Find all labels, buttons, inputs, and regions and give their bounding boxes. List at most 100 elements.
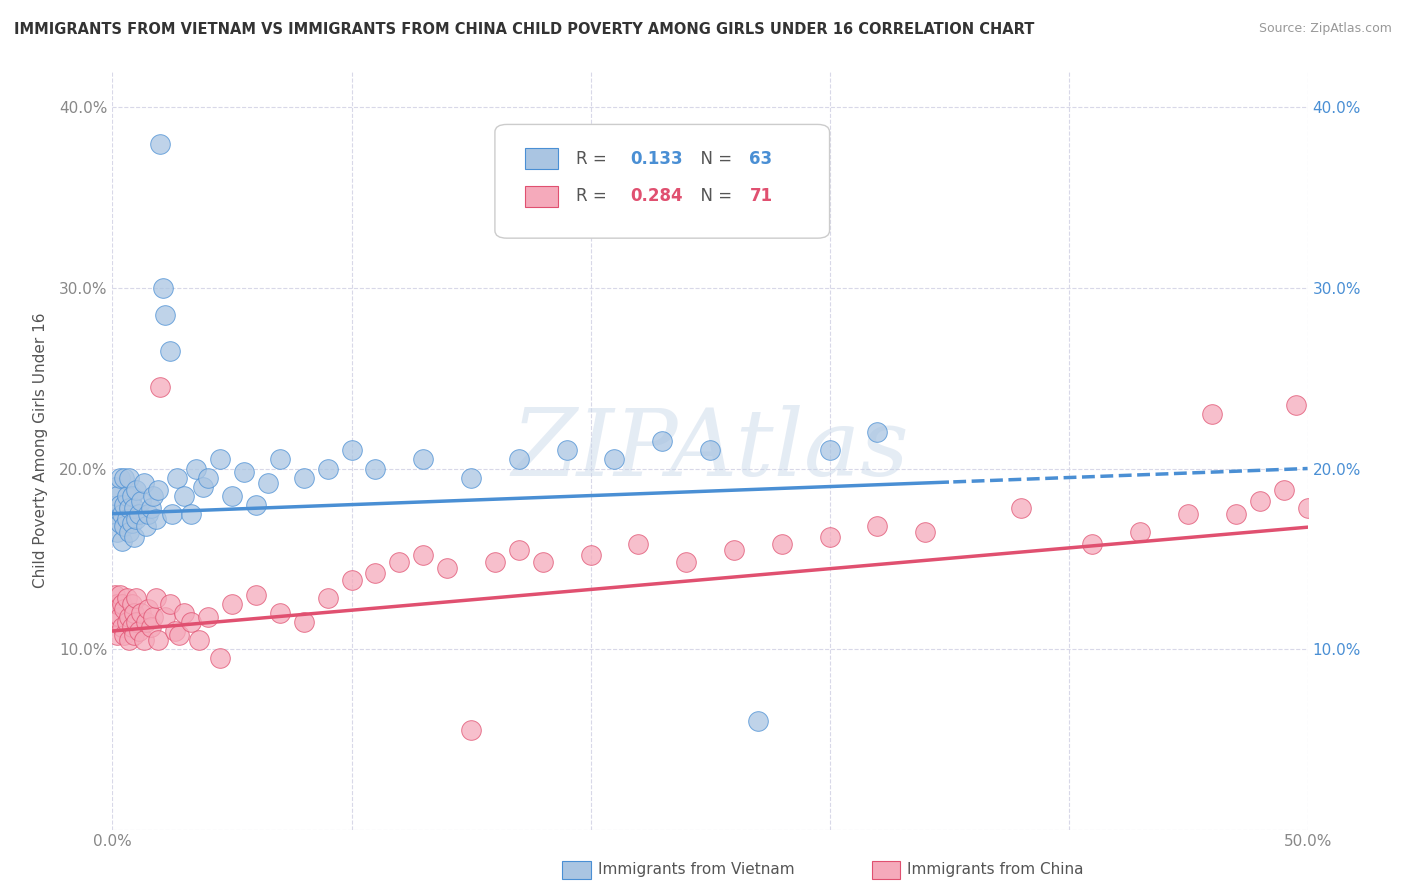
FancyBboxPatch shape xyxy=(524,148,558,169)
Point xyxy=(105,524,128,539)
Point xyxy=(484,555,506,569)
Point xyxy=(138,602,160,616)
Point xyxy=(180,615,202,629)
Point xyxy=(245,498,267,512)
Point xyxy=(153,609,176,624)
Point xyxy=(221,489,243,503)
Point xyxy=(1285,398,1308,412)
Point xyxy=(866,519,889,533)
Text: 0.284: 0.284 xyxy=(630,187,682,205)
Point xyxy=(118,633,141,648)
Point xyxy=(436,561,458,575)
Point xyxy=(105,597,128,611)
Point xyxy=(145,591,167,606)
Point xyxy=(125,483,148,498)
Point xyxy=(104,479,127,493)
Point xyxy=(186,461,208,475)
Point xyxy=(269,606,291,620)
Point xyxy=(197,470,219,484)
Point xyxy=(139,620,162,634)
Point xyxy=(180,507,202,521)
Point xyxy=(818,530,841,544)
Point xyxy=(149,136,172,151)
Point xyxy=(108,609,131,624)
Point xyxy=(122,530,145,544)
Point xyxy=(122,627,145,641)
Point xyxy=(118,501,141,516)
Point xyxy=(128,624,150,638)
Point xyxy=(121,489,143,503)
Point xyxy=(111,507,134,521)
FancyBboxPatch shape xyxy=(495,124,830,238)
Point xyxy=(233,465,256,479)
Point xyxy=(364,566,387,581)
Text: Source: ZipAtlas.com: Source: ZipAtlas.com xyxy=(1258,22,1392,36)
Point xyxy=(125,615,148,629)
Point xyxy=(209,452,232,467)
Point xyxy=(555,443,578,458)
Point xyxy=(508,542,530,557)
Point xyxy=(221,597,243,611)
FancyBboxPatch shape xyxy=(524,186,558,207)
Point xyxy=(115,591,138,606)
Point xyxy=(121,620,143,634)
Point xyxy=(1010,501,1032,516)
Point xyxy=(197,609,219,624)
Point xyxy=(121,516,143,530)
Point xyxy=(388,555,411,569)
Point xyxy=(1201,408,1223,422)
Point xyxy=(132,633,155,648)
Point xyxy=(1249,494,1271,508)
Point xyxy=(914,524,936,539)
Point xyxy=(115,615,138,629)
Point xyxy=(257,475,280,490)
Point xyxy=(128,507,150,521)
Point xyxy=(114,498,135,512)
Point xyxy=(138,507,160,521)
Point xyxy=(153,308,176,322)
Point xyxy=(105,489,128,503)
Point xyxy=(187,633,209,648)
Point xyxy=(675,555,697,569)
Text: Immigrants from China: Immigrants from China xyxy=(907,863,1084,877)
Text: 63: 63 xyxy=(749,150,772,168)
Point xyxy=(651,434,673,449)
Point xyxy=(412,452,434,467)
Text: N =: N = xyxy=(690,150,737,168)
Point xyxy=(125,512,148,526)
Point xyxy=(135,615,157,629)
Point xyxy=(292,615,315,629)
Point xyxy=(108,470,131,484)
Point xyxy=(340,574,363,588)
Point xyxy=(104,615,127,629)
Point xyxy=(460,470,482,484)
Point xyxy=(152,281,174,295)
Point xyxy=(818,443,841,458)
Point xyxy=(142,489,165,503)
Point xyxy=(104,588,127,602)
Point xyxy=(159,597,181,611)
Point xyxy=(146,483,169,498)
Point xyxy=(723,542,745,557)
Point xyxy=(508,452,530,467)
Point xyxy=(118,470,141,484)
Text: 0.133: 0.133 xyxy=(630,150,682,168)
Point xyxy=(866,425,889,440)
Point xyxy=(129,494,152,508)
Point xyxy=(1177,507,1199,521)
Point xyxy=(159,344,181,359)
Y-axis label: Child Poverty Among Girls Under 16: Child Poverty Among Girls Under 16 xyxy=(32,313,48,588)
Point xyxy=(163,624,186,638)
Point xyxy=(108,498,131,512)
Text: Immigrants from Vietnam: Immigrants from Vietnam xyxy=(598,863,794,877)
Point xyxy=(125,591,148,606)
Text: R =: R = xyxy=(576,150,612,168)
Text: 71: 71 xyxy=(749,187,772,205)
Point xyxy=(340,443,363,458)
Point xyxy=(114,627,135,641)
Point xyxy=(603,452,626,467)
Point xyxy=(1081,537,1104,551)
Point xyxy=(699,443,721,458)
Point xyxy=(115,512,138,526)
Point xyxy=(104,507,127,521)
